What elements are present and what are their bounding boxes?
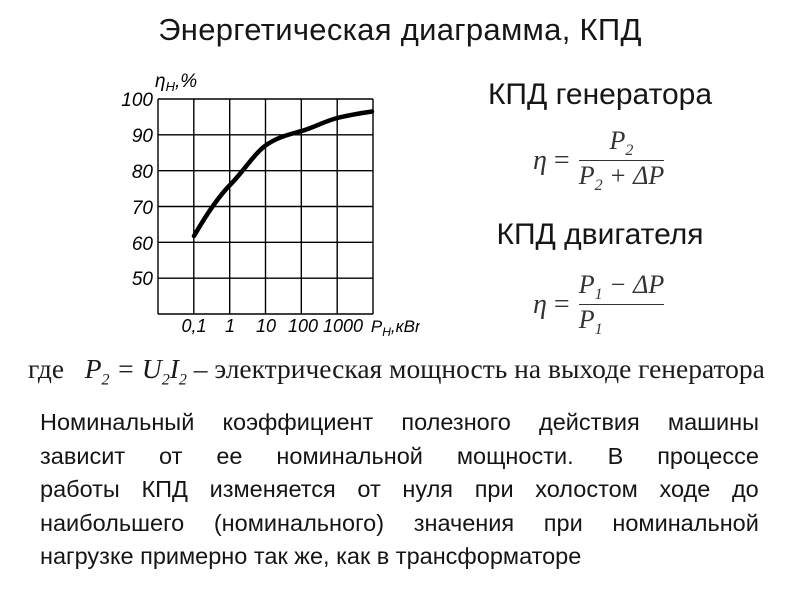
svg-text:90: 90 xyxy=(132,126,154,147)
svg-text:1000: 1000 xyxy=(323,316,363,336)
svg-text:80: 80 xyxy=(132,162,154,183)
svg-text:PH,кВт: PH,кВт xyxy=(371,317,420,339)
svg-text:100: 100 xyxy=(121,90,153,111)
svg-text:1: 1 xyxy=(225,316,235,336)
svg-text:10: 10 xyxy=(256,316,276,336)
svg-text:70: 70 xyxy=(132,198,154,219)
svg-text:100: 100 xyxy=(288,316,318,336)
svg-text:50: 50 xyxy=(132,269,154,290)
svg-text:ηH,%: ηH,% xyxy=(155,71,197,94)
svg-text:60: 60 xyxy=(132,234,154,255)
svg-text:0,1: 0,1 xyxy=(181,316,206,336)
